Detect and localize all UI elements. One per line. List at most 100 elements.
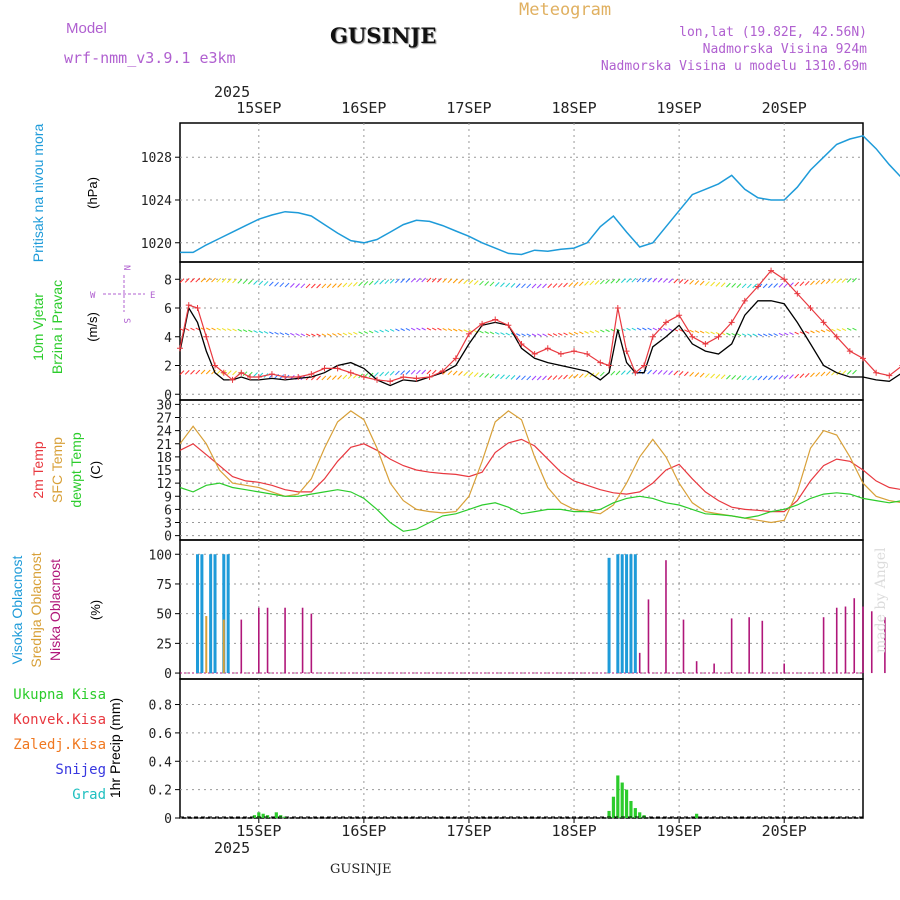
altitude-label: Nadmorska Visina 924m: [702, 42, 867, 57]
wind-arrow: [179, 278, 185, 284]
wind-arrow: [452, 278, 458, 284]
precip-unit: 1hr Precip (mm): [107, 698, 123, 798]
wind-arrow: [836, 328, 841, 332]
wind-arrow: [463, 371, 469, 377]
wind-gust-marker: [268, 371, 275, 378]
wind-arrow: [426, 369, 432, 375]
wind-arrow: [663, 278, 668, 283]
wind-gust-marker: [413, 375, 420, 382]
high_cloud-bar: [607, 557, 611, 674]
wind-gust-marker: [194, 305, 201, 311]
wind-arrow: [741, 375, 747, 381]
wind-arrow: [263, 281, 269, 286]
wind-arrow: [852, 369, 857, 375]
wind-arrow: [232, 328, 237, 332]
wind-gust-marker: [794, 290, 801, 297]
wind-arrow: [226, 370, 232, 376]
wind-gust-marker: [387, 378, 394, 385]
wind-arrow: [206, 327, 211, 331]
wind-ylabel-sub: Brzina i Pravac: [49, 280, 65, 374]
wind-arrow: [510, 375, 516, 380]
wind-arrow: [410, 277, 416, 283]
low_cloud-bar: [695, 661, 698, 674]
wind-arrow: [515, 283, 521, 288]
wind-arrow: [416, 277, 421, 283]
wind-arrow: [573, 281, 579, 287]
high_cloud-bar: [200, 554, 204, 674]
wind-arrow: [510, 283, 516, 288]
wind-arrow: [521, 333, 526, 337]
ytick-label-precip: 0.4: [149, 755, 173, 770]
pressure-unit: (hPa): [85, 177, 100, 209]
ytick-label-wind: 8: [164, 273, 172, 288]
wind-arrow: [794, 373, 800, 379]
wind-arrow: [668, 328, 673, 332]
wind-arrow: [258, 280, 264, 286]
wind-arrow: [531, 333, 537, 337]
ytick-label-temperature: 3: [164, 517, 172, 532]
wind-arrow: [463, 329, 468, 333]
wind-gust-marker: [518, 340, 525, 347]
ytick-label-clouds: 50: [156, 608, 172, 623]
wind-arrow: [458, 370, 463, 376]
wind-arrow: [190, 369, 195, 375]
wind-arrow: [368, 280, 374, 286]
wind-arrow: [473, 372, 479, 377]
wind-arrow: [626, 278, 631, 283]
wind-gust-marker: [662, 319, 669, 326]
wind-gust-marker: [715, 333, 722, 340]
wind-arrow: [211, 277, 216, 283]
ytick-label-pressure: 1028: [141, 151, 172, 166]
wind-arrow: [395, 328, 400, 332]
wind-gust-marker: [203, 333, 210, 340]
wind-arrow: [804, 330, 810, 334]
wind-arrow: [847, 327, 852, 331]
wind-arrow: [794, 331, 799, 335]
year-bottom: 2025: [214, 839, 251, 857]
wind-gust-marker: [400, 374, 407, 380]
xtick-bottom-18SEP: 18SEP: [551, 822, 596, 840]
wind-arrow: [557, 282, 563, 288]
wind-arrow: [699, 372, 705, 378]
wind-arrow: [726, 282, 731, 288]
wind-arrow: [326, 333, 332, 337]
wind-arrow: [316, 333, 321, 337]
wind-arrow: [332, 333, 337, 337]
wind-arrow: [195, 369, 201, 375]
wind-arrow: [184, 370, 190, 375]
precip-legend-4: Grad: [72, 787, 106, 803]
cloud-ylabel-2: Niska Oblacnost: [47, 559, 63, 661]
low_cloud-bar: [713, 663, 715, 674]
wind-gust-marker: [754, 283, 761, 290]
low_cloud-bar: [761, 620, 764, 674]
wind-arrow: [752, 375, 758, 381]
wind-gust-marker: [360, 374, 367, 380]
total-rain-bar: [252, 815, 257, 818]
wind-arrow: [310, 283, 316, 289]
wind-arrow: [353, 281, 358, 287]
wind-arrow: [789, 374, 794, 379]
wind-speed-line: [179, 300, 900, 387]
wind-arrow: [799, 373, 805, 379]
low_cloud-bar: [748, 617, 750, 674]
wind-arrow: [484, 331, 489, 334]
wind-arrow: [479, 372, 484, 378]
wind-arrow: [452, 370, 458, 376]
wind-arrow: [374, 280, 379, 285]
wind-arrow: [268, 281, 274, 287]
wind-arrow: [594, 372, 600, 377]
wind-arrow: [500, 282, 505, 288]
wind-arrow: [295, 283, 300, 288]
wind-arrow: [289, 282, 295, 288]
wind-arrow: [216, 327, 222, 331]
ytick-label-wind: 0: [164, 388, 172, 403]
wind-arrow: [542, 333, 547, 337]
wind-ylabel: 10m Vjetar: [30, 293, 46, 361]
compass-w: W: [90, 291, 96, 301]
wind-arrow: [610, 370, 616, 376]
ytick-label-temperature: 30: [156, 398, 172, 413]
wind-arrow: [200, 277, 206, 283]
low_cloud-bar: [835, 607, 838, 674]
wind-arrow: [421, 369, 427, 375]
